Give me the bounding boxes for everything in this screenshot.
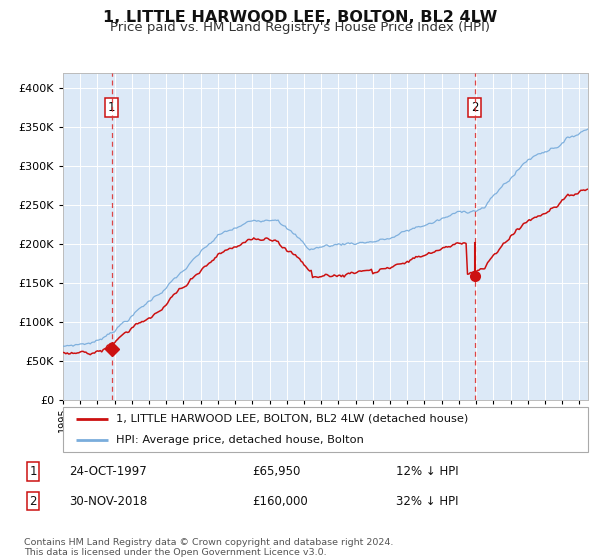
Text: 1: 1 [108, 101, 115, 114]
Text: 1, LITTLE HARWOOD LEE, BOLTON, BL2 4LW: 1, LITTLE HARWOOD LEE, BOLTON, BL2 4LW [103, 10, 497, 25]
Text: £65,950: £65,950 [252, 465, 301, 478]
Text: £160,000: £160,000 [252, 494, 308, 508]
Text: Price paid vs. HM Land Registry's House Price Index (HPI): Price paid vs. HM Land Registry's House … [110, 21, 490, 34]
Text: Contains HM Land Registry data © Crown copyright and database right 2024.
This d: Contains HM Land Registry data © Crown c… [24, 538, 394, 557]
Text: 24-OCT-1997: 24-OCT-1997 [69, 465, 147, 478]
Text: 30-NOV-2018: 30-NOV-2018 [69, 494, 147, 508]
Text: 1, LITTLE HARWOOD LEE, BOLTON, BL2 4LW (detached house): 1, LITTLE HARWOOD LEE, BOLTON, BL2 4LW (… [115, 414, 468, 424]
Text: HPI: Average price, detached house, Bolton: HPI: Average price, detached house, Bolt… [115, 435, 364, 445]
Text: 2: 2 [29, 494, 37, 508]
Text: 32% ↓ HPI: 32% ↓ HPI [396, 494, 458, 508]
Text: 2: 2 [471, 101, 478, 114]
Text: 1: 1 [29, 465, 37, 478]
Text: 12% ↓ HPI: 12% ↓ HPI [396, 465, 458, 478]
